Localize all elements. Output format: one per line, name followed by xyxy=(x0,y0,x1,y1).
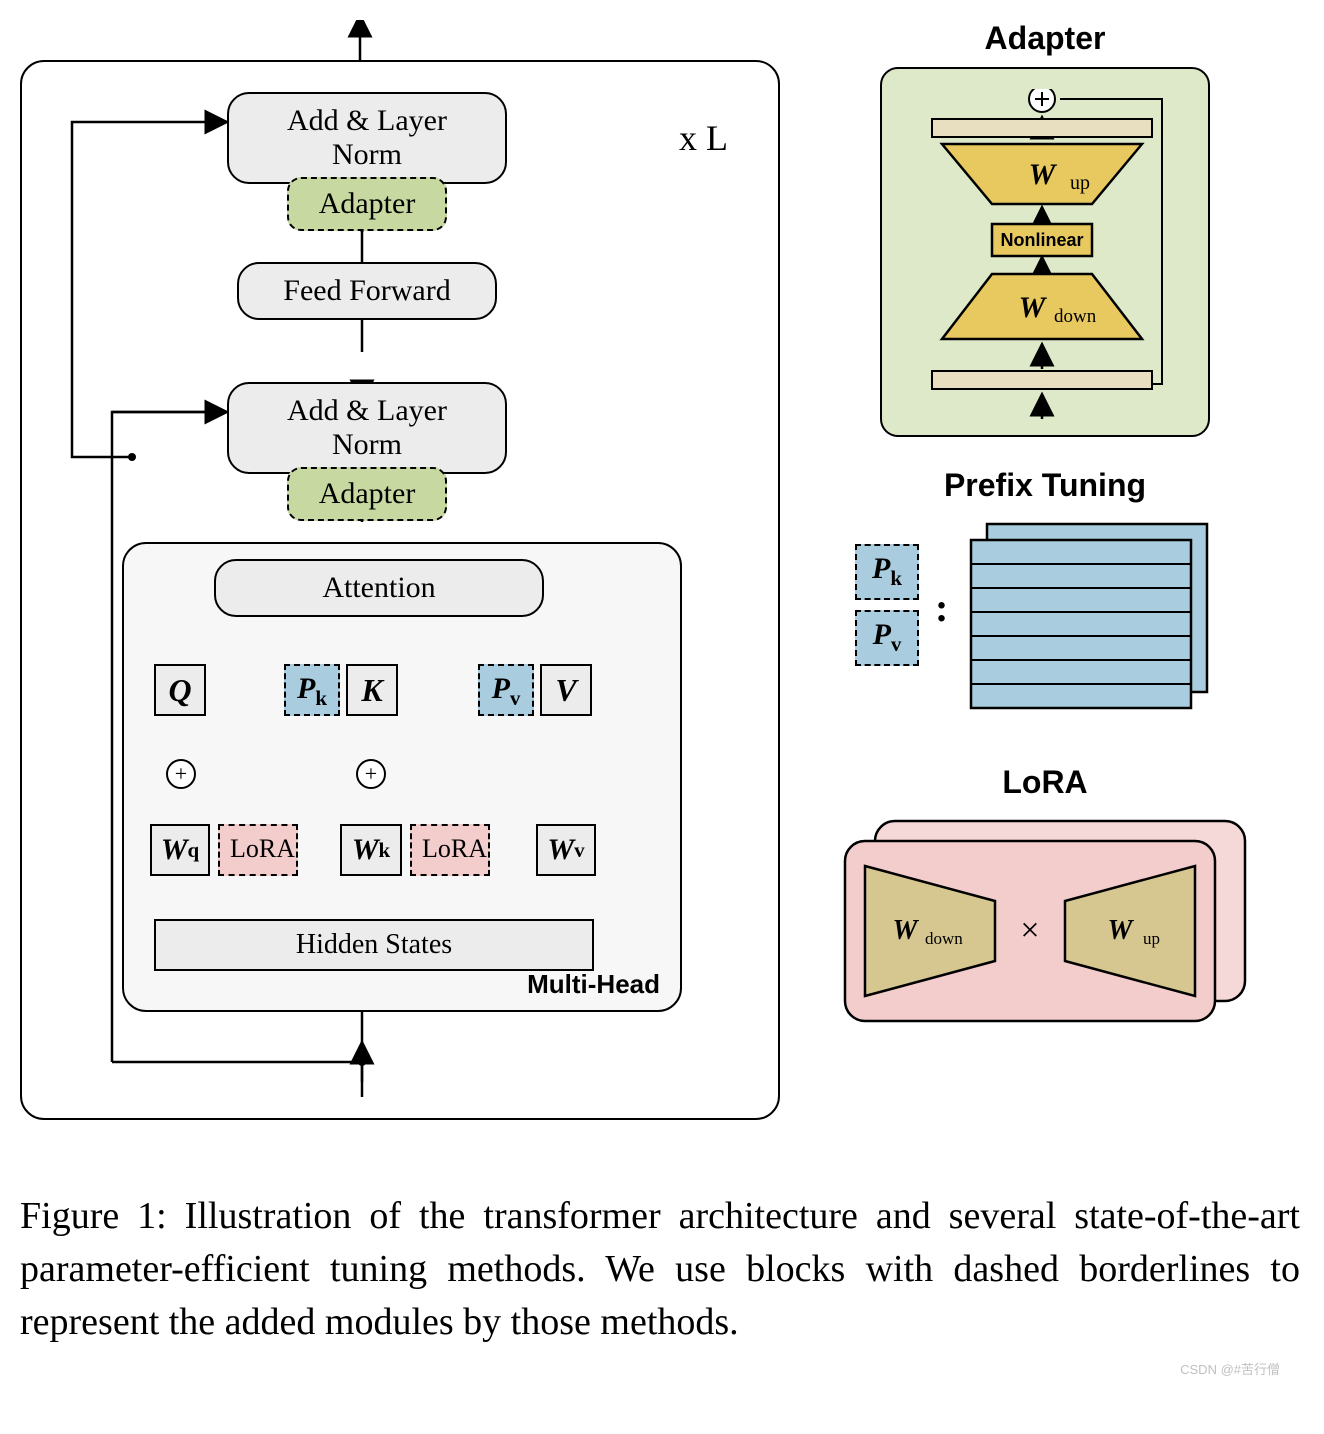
prefix-section: Prefix Tuning Pk Pv : xyxy=(810,467,1280,734)
add-layernorm-1: Add & Layer Norm xyxy=(227,92,507,184)
adapter-svg: W up Nonlinear W down xyxy=(902,89,1192,419)
adapter-title: Adapter xyxy=(810,20,1280,57)
svg-text:W: W xyxy=(1108,915,1135,946)
prefix-diagram: Pk Pv : xyxy=(855,514,1235,734)
transformer-box: x L xyxy=(20,60,780,1120)
lora-title: LoRA xyxy=(810,764,1280,801)
prefix-matrices xyxy=(965,514,1225,714)
svg-text:up: up xyxy=(1143,929,1160,948)
main-container: x L xyxy=(20,20,1304,1150)
prefix-colon: : xyxy=(935,584,948,631)
prefix-Pv: Pv xyxy=(855,610,919,666)
output-arrow xyxy=(20,20,780,60)
hidden-states: Hidden States xyxy=(154,919,594,971)
Wv-box: Wv xyxy=(536,824,596,876)
add-layernorm-2: Add & Layer Norm xyxy=(227,382,507,474)
svg-text:W: W xyxy=(1019,291,1048,324)
lora-q: LoRA xyxy=(218,824,298,876)
Wk-box: Wk xyxy=(340,824,402,876)
adapter-block-2: Adapter xyxy=(287,467,447,521)
transformer-panel: x L xyxy=(20,20,780,1150)
Pk-box: Pk xyxy=(284,664,340,716)
svg-text:down: down xyxy=(925,929,963,948)
svg-text:×: × xyxy=(1020,912,1039,949)
multihead-label: Multi-Head xyxy=(527,969,660,1000)
adapter-diagram: W up Nonlinear W down xyxy=(880,67,1210,437)
repeat-label: x L xyxy=(679,117,728,159)
feed-forward: Feed Forward xyxy=(237,262,497,320)
watermark: CSDN @#苦行僧 xyxy=(1180,1359,1280,1378)
adapter-section: Adapter xyxy=(810,20,1280,437)
Wq-box: Wq xyxy=(150,824,210,876)
lora-svg: W down × W up xyxy=(835,811,1255,1031)
K-box: K xyxy=(346,664,398,716)
Pv-box: Pv xyxy=(478,664,534,716)
Q-box: Q xyxy=(154,664,206,716)
svg-text:W: W xyxy=(893,915,920,946)
V-box: V xyxy=(540,664,592,716)
plus-k: + xyxy=(356,759,386,789)
prefix-title: Prefix Tuning xyxy=(810,467,1280,504)
svg-text:Nonlinear: Nonlinear xyxy=(1000,230,1083,250)
adapter-block-1: Adapter xyxy=(287,177,447,231)
lora-k: LoRA xyxy=(410,824,490,876)
lora-section: LoRA W down × W up xyxy=(810,764,1280,1041)
multihead-box: Attention Q Pk K Pv V + + Wq LoRA Wk LoR… xyxy=(122,542,682,1012)
svg-text:W: W xyxy=(1029,158,1058,191)
lora-diagram: W down × W up xyxy=(835,811,1255,1041)
figure-caption: Figure 1: Illustration of the transforme… xyxy=(20,1190,1300,1350)
svg-text:up: up xyxy=(1070,172,1090,194)
prefix-Pk: Pk xyxy=(855,544,919,600)
svg-text:down: down xyxy=(1054,306,1097,327)
plus-q: + xyxy=(166,759,196,789)
right-panel: Adapter xyxy=(810,20,1280,1150)
attention-block: Attention xyxy=(214,559,544,617)
